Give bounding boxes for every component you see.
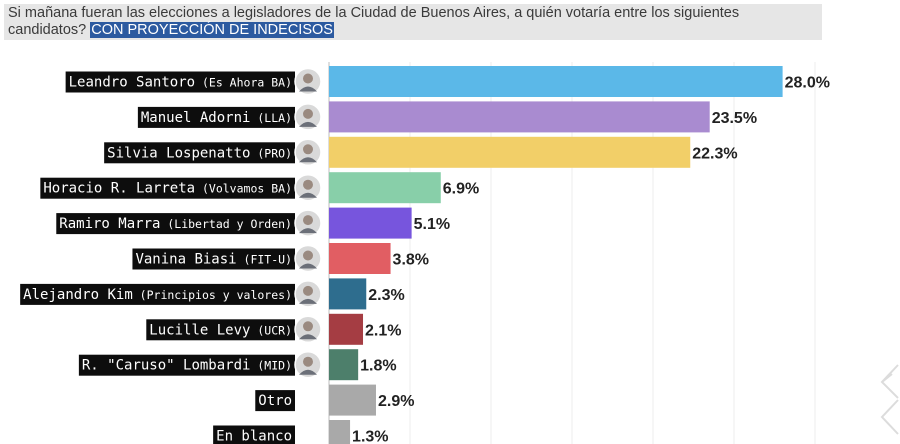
avatar-shoulders-icon	[299, 157, 317, 163]
category-label-text: Horacio R. Larreta (Volvamos BA)	[43, 181, 292, 197]
category-label-bg	[56, 213, 295, 235]
avatar-head-icon	[303, 285, 313, 296]
candidate-party: (FIT-U)	[237, 253, 292, 267]
category-label-bg	[65, 71, 295, 93]
bar	[329, 136, 691, 168]
avatar-head-icon	[303, 356, 313, 367]
watermark-icon	[880, 364, 899, 435]
avatar-shoulders-icon	[299, 298, 317, 304]
candidate-party: (Es Ahora BA)	[195, 76, 292, 90]
avatar-head-icon	[303, 215, 313, 226]
avatar-head-icon	[303, 179, 313, 190]
category-label-bg	[20, 283, 295, 305]
category-label: Manuel Adorni (LLA)	[137, 106, 295, 128]
value-label: 2.9%	[378, 393, 414, 410]
category-label: Silvia Lospenatto (PRO)	[104, 142, 295, 164]
category-label-bg	[40, 177, 295, 199]
category-label: En blanco	[213, 425, 295, 444]
bar	[329, 172, 441, 204]
category-label: Horacio R. Larreta (Volvamos BA)	[40, 177, 295, 199]
candidate-party: (Volvamos BA)	[195, 182, 292, 196]
avatar-shoulders-icon	[299, 86, 317, 92]
value-label: 2.3%	[368, 287, 404, 304]
value-label: 2.1%	[365, 322, 401, 339]
avatar-shoulders-icon	[299, 334, 317, 340]
bar	[329, 207, 412, 239]
category-label-bg	[137, 106, 295, 128]
candidate-name: Otro	[258, 393, 292, 409]
avatar-shoulders-icon	[299, 228, 317, 234]
candidate-name: R. "Caruso" Lombardi	[82, 358, 251, 374]
category-label-text: R. "Caruso" Lombardi (MID)	[82, 358, 292, 374]
avatar-head-icon	[303, 73, 313, 84]
category-label-text: Alejandro Kim (Principios y valores)	[23, 287, 292, 303]
category-label: R. "Caruso" Lombardi (MID)	[78, 354, 295, 376]
candidate-name: Ramiro Marra	[59, 216, 160, 232]
avatar-shoulders-icon	[299, 369, 317, 375]
bar	[329, 66, 783, 97]
avatar-head-icon	[303, 144, 313, 155]
bar	[329, 101, 710, 133]
bar	[329, 349, 359, 381]
category-label-text: Lucille Levy (UCR)	[149, 322, 292, 338]
avatar-shoulders-icon	[299, 263, 317, 269]
category-label-bg	[146, 319, 295, 341]
avatar-shoulders-icon	[299, 192, 317, 198]
category-label-bg	[78, 354, 295, 376]
value-label: 28.0%	[785, 75, 830, 92]
value-label: 1.3%	[352, 429, 388, 444]
bar	[329, 313, 364, 345]
candidate-name: Leandro Santoro	[69, 75, 195, 91]
candidate-party: (Principios y valores)	[133, 288, 292, 302]
bar	[329, 243, 391, 274]
candidate-name: En blanco	[216, 429, 292, 444]
category-label-text: Leandro Santoro (Es Ahora BA)	[69, 75, 292, 91]
category-label-text: Manuel Adorni (LLA)	[141, 110, 292, 126]
category-label: Alejandro Kim (Principios y valores)	[20, 283, 295, 305]
category-label-text: Vanina Biasi (FIT-U)	[135, 252, 292, 268]
avatar-head-icon	[303, 321, 313, 332]
category-label-bg	[104, 142, 295, 164]
category-label: Vanina Biasi (FIT-U)	[132, 248, 295, 270]
category-label-text: Silvia Lospenatto (PRO)	[107, 145, 292, 161]
value-label: 1.8%	[360, 358, 396, 375]
candidate-name: Alejandro Kim	[23, 287, 133, 303]
category-label: Lucille Levy (UCR)	[146, 319, 295, 341]
category-label-text: En blanco	[216, 429, 292, 444]
candidate-name: Vanina Biasi	[135, 252, 236, 268]
indecisos-highlight: CON PROYECCIÓN DE INDECISOS	[90, 22, 334, 38]
avatar-head-icon	[303, 250, 313, 261]
category-label: Otro	[255, 390, 295, 412]
category-label: Ramiro Marra (Libertad y Orden)	[56, 213, 295, 235]
question-header: Si mañana fueran las elecciones a legisl…	[4, 4, 822, 40]
avatar-head-icon	[303, 108, 313, 119]
category-label-text: Otro	[258, 393, 292, 409]
category-label-bg	[255, 390, 295, 412]
candidate-party: (PRO)	[250, 146, 292, 160]
bar	[329, 384, 376, 416]
category-label-text: Ramiro Marra (Libertad y Orden)	[59, 216, 292, 232]
candidate-party: (LLA)	[250, 111, 292, 125]
value-label: 3.8%	[393, 252, 429, 269]
candidate-party: (Libertad y Orden)	[160, 217, 292, 231]
candidate-name: Horacio R. Larreta	[43, 181, 195, 197]
value-label: 6.9%	[443, 181, 479, 198]
avatar-shoulders-icon	[299, 121, 317, 127]
candidate-party: (UCR)	[250, 323, 292, 337]
category-label-bg	[132, 248, 295, 270]
value-label: 5.1%	[414, 216, 450, 233]
category-label-bg	[213, 425, 295, 444]
category-label: Leandro Santoro (Es Ahora BA)	[65, 71, 295, 93]
bar	[329, 420, 351, 444]
candidate-name: Silvia Lospenatto	[107, 145, 250, 161]
question-text: Si mañana fueran las elecciones a legisl…	[8, 5, 740, 38]
bar	[329, 278, 367, 310]
candidate-party: (MID)	[250, 359, 292, 373]
candidate-name: Manuel Adorni	[141, 110, 251, 126]
candidate-name: Lucille Levy	[149, 322, 250, 338]
value-label: 23.5%	[712, 110, 757, 127]
value-label: 22.3%	[692, 145, 737, 162]
